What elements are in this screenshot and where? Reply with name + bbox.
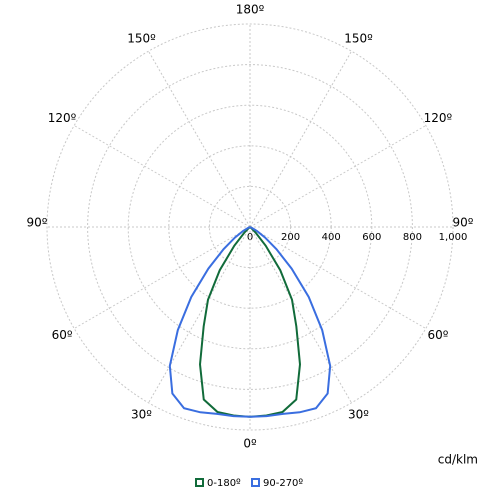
r-tick-label: 1,000 — [439, 232, 468, 243]
legend-label: 0-180º — [207, 478, 241, 489]
grid-spoke — [73, 226, 251, 329]
r-tick-label: 600 — [362, 232, 381, 243]
r-tick-label: 400 — [322, 232, 341, 243]
angle-label: 30º — [131, 407, 152, 421]
legend-swatch — [195, 478, 204, 487]
grid-spoke — [249, 50, 352, 228]
angle-label: 180º — [236, 3, 265, 17]
grid-spoke — [73, 125, 251, 228]
legend-swatch — [251, 478, 260, 487]
angle-label: 120º — [424, 111, 453, 125]
angle-label: 60º — [427, 328, 448, 342]
grid-ring — [87, 64, 413, 390]
grid-spoke — [249, 226, 352, 404]
angle-label: 30º — [348, 407, 369, 421]
angle-label: 60º — [52, 328, 73, 342]
grid-spoke — [148, 50, 251, 228]
grid-spoke — [148, 226, 251, 404]
angle-label: 150º — [127, 32, 156, 46]
legend-label: 90-270º — [263, 478, 303, 489]
angle-label: 90º — [453, 216, 474, 230]
series-curve — [249, 226, 301, 418]
grid-spoke — [249, 125, 427, 228]
r-tick-label: 800 — [403, 232, 422, 243]
grid-spoke — [249, 226, 427, 329]
angle-label: 150º — [344, 32, 373, 46]
grid-ring — [46, 23, 454, 431]
series-curve — [199, 226, 251, 418]
unit-label: cd/klm — [438, 453, 478, 467]
r-tick-label: 200 — [281, 232, 300, 243]
angle-label: 90º — [27, 216, 48, 230]
r-tick-label: 0 — [247, 232, 253, 243]
angle-label: 120º — [48, 111, 77, 125]
angle-label: 0º — [243, 437, 257, 451]
series-curve — [168, 226, 251, 418]
series-curve — [249, 226, 332, 418]
